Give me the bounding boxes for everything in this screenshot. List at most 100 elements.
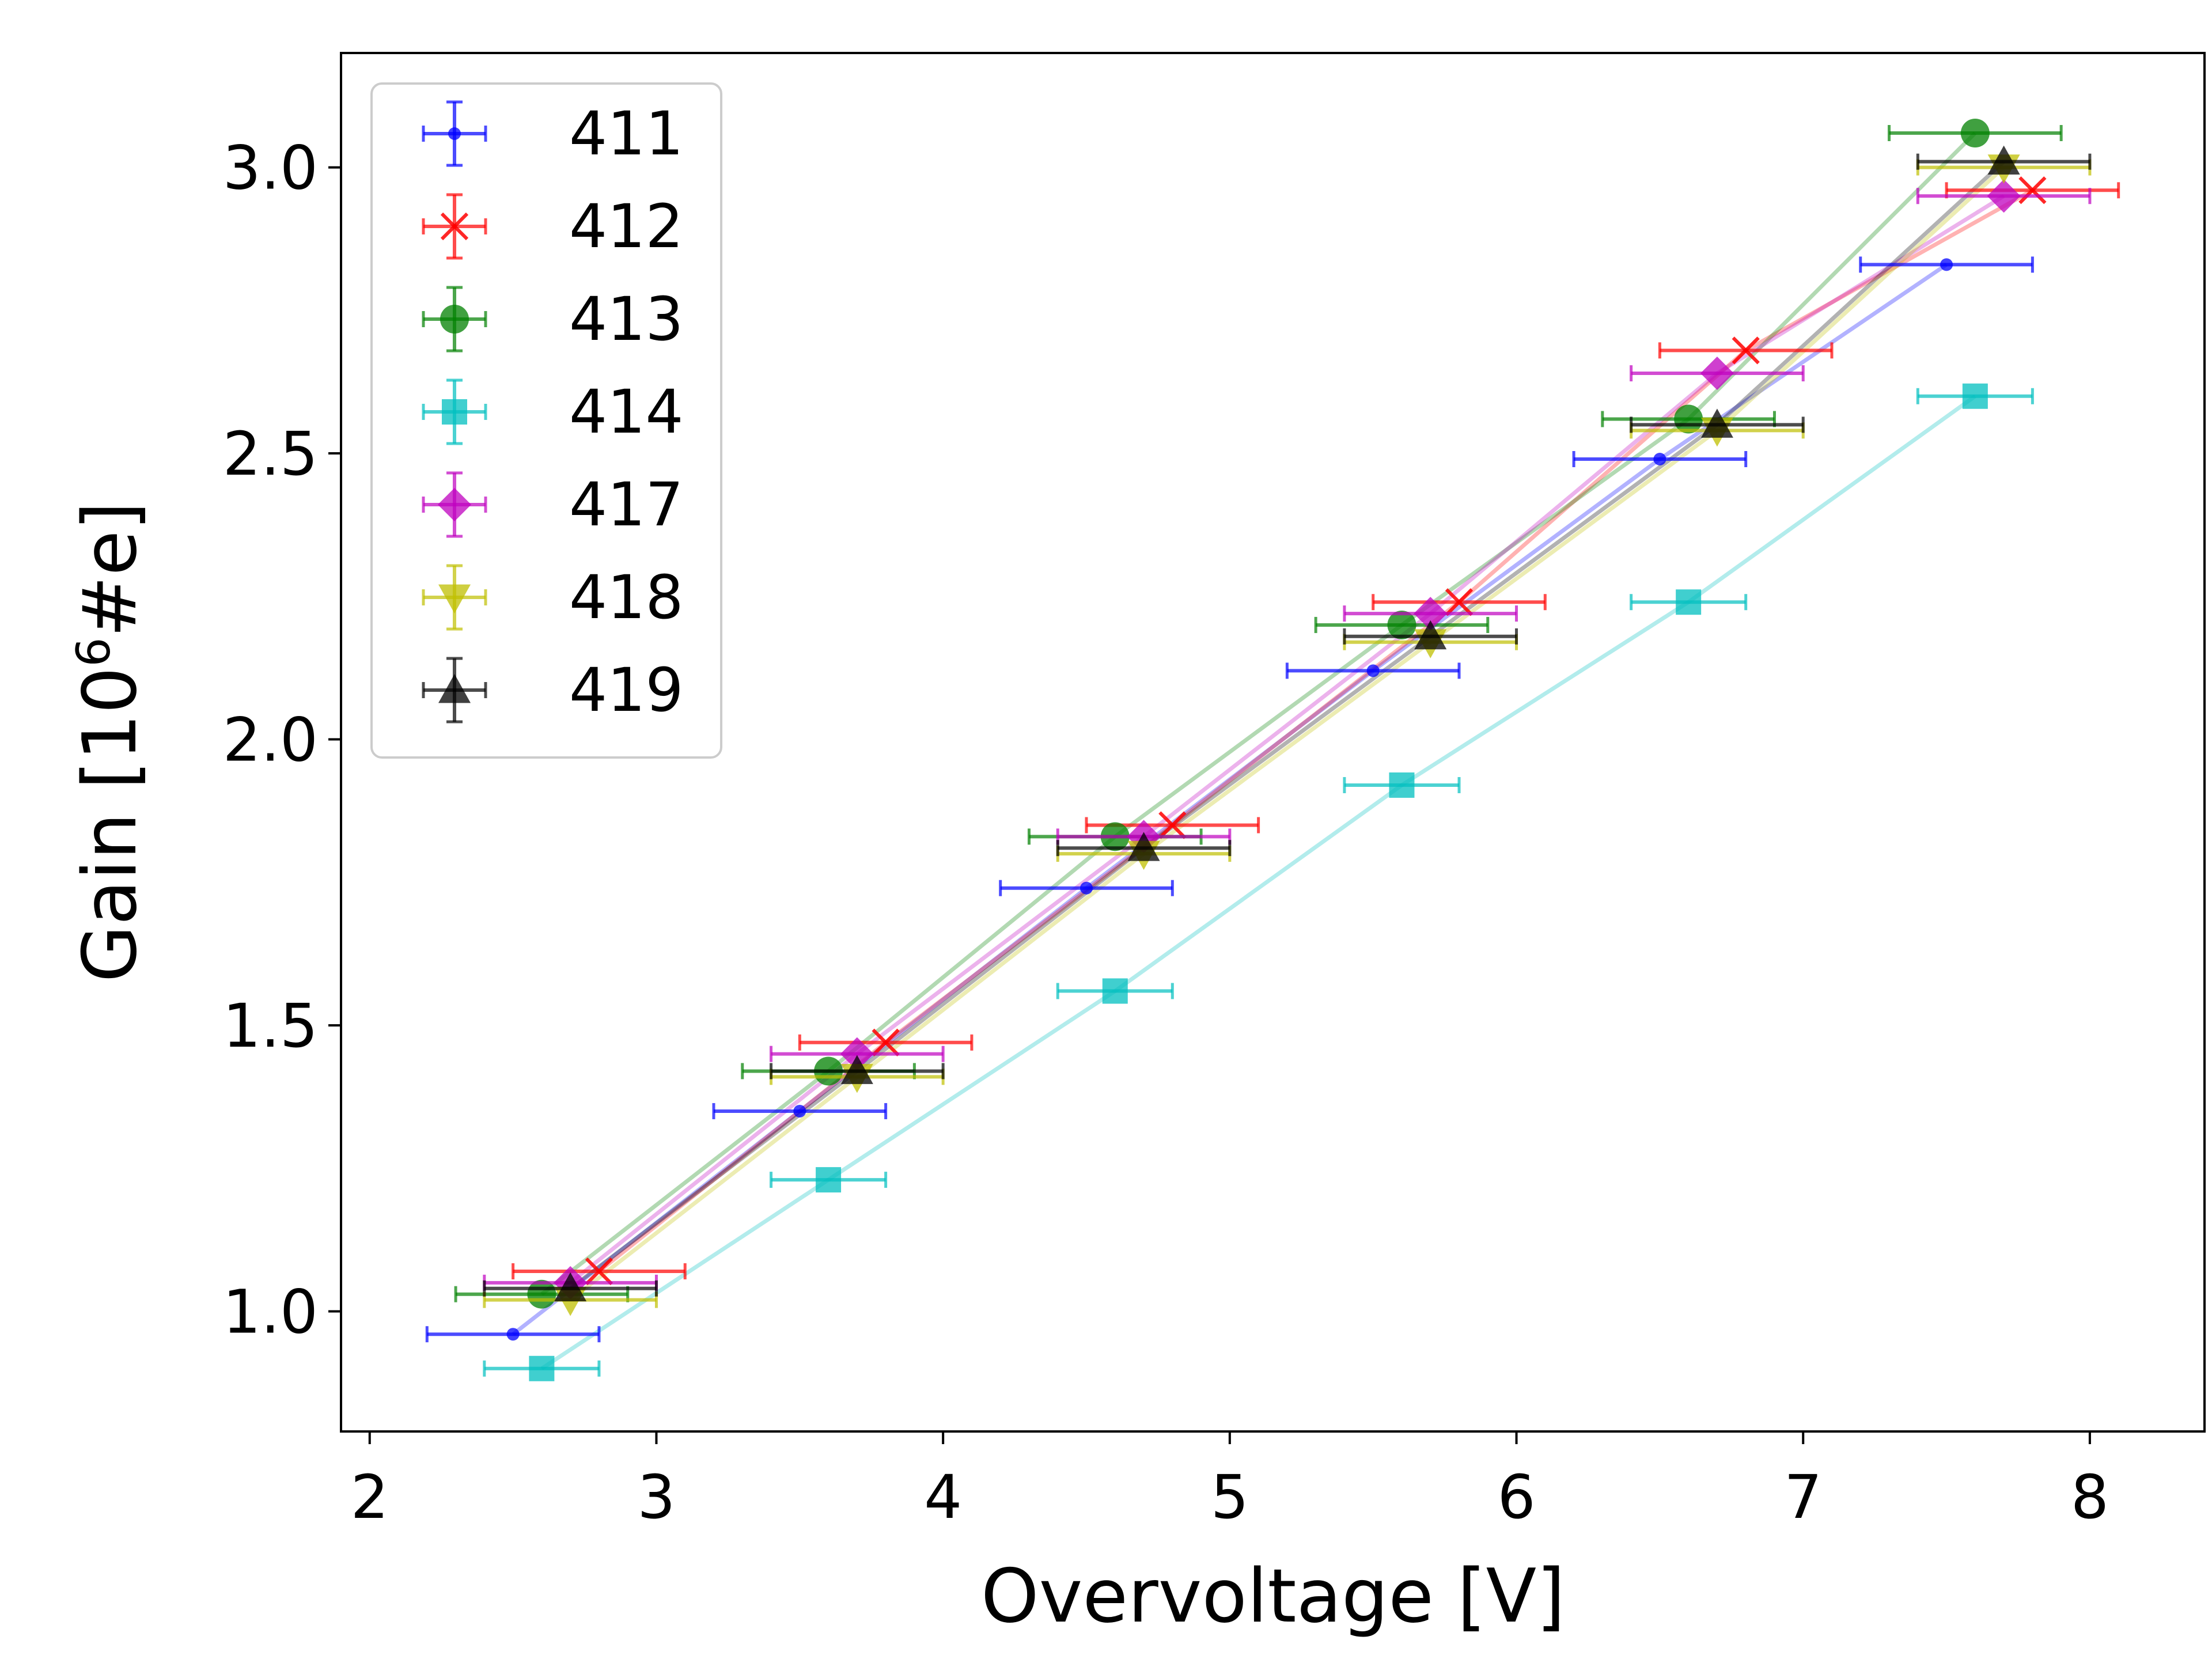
data-point <box>712 1103 888 1119</box>
x-marker-stroke <box>585 1257 613 1286</box>
diamond-marker <box>1414 597 1448 631</box>
x-marker-stroke <box>1732 336 1760 365</box>
point-marker <box>1080 881 1093 895</box>
legend: 411 412 413 414 417 418 419 <box>370 82 722 759</box>
y-tick-label: 2.5 <box>223 419 318 489</box>
triangle-up-marker <box>1700 408 1733 438</box>
point-marker <box>1653 452 1666 465</box>
legend-entry-411: 411 <box>422 99 684 169</box>
series-414-fit-line <box>540 394 1976 1370</box>
triangle-up-marker <box>1127 832 1160 861</box>
x-marker-stroke <box>2018 176 2047 204</box>
square-marker <box>1389 772 1415 798</box>
y-axis-label: Gain [106#e] <box>67 502 153 983</box>
legend-label: 419 <box>569 655 684 725</box>
y-tick-label: 2.0 <box>223 705 318 775</box>
x-marker <box>1445 588 1474 616</box>
x-tick-label: 3 <box>637 1462 675 1532</box>
series-419 <box>483 145 2092 1302</box>
series-414 <box>483 383 2034 1381</box>
data-point <box>1859 256 2034 273</box>
y-axis-label-main: Gain [10 <box>67 667 153 983</box>
x-marker-stroke <box>872 1028 900 1056</box>
legend-label: 417 <box>569 469 684 540</box>
series-417-fit-line <box>569 194 2005 1285</box>
series-413-fit-line <box>540 131 1977 1296</box>
data-point <box>770 1167 888 1193</box>
legend-label: 414 <box>569 377 684 447</box>
x-marker <box>440 212 469 241</box>
x-marker <box>585 1257 613 1286</box>
series-418-fit-line <box>569 166 2005 1302</box>
x-tick-label: 8 <box>2071 1462 2109 1532</box>
point-marker <box>1940 258 1953 271</box>
data-point <box>1916 145 2092 175</box>
data-point <box>512 1257 687 1286</box>
x-tick-label: 7 <box>1784 1462 1822 1532</box>
data-point <box>1372 588 1547 616</box>
y-axis-label-unit: #e] <box>67 502 153 638</box>
data-point <box>999 880 1174 896</box>
legend-label: 413 <box>569 284 684 354</box>
data-point <box>770 1055 945 1084</box>
x-axis-label: Overvoltage [V] <box>981 1554 1565 1639</box>
y-axis-label-exponent: 6 <box>67 638 120 667</box>
square-marker <box>816 1167 842 1193</box>
x-tick-label: 5 <box>1211 1462 1249 1532</box>
diamond-marker <box>438 488 471 521</box>
x-marker <box>2018 176 2047 204</box>
data-point <box>1630 357 1805 391</box>
legend-entry-417: 417 <box>422 469 684 540</box>
data-point <box>1343 597 1518 631</box>
data-layer <box>425 119 2120 1381</box>
data-point <box>1916 179 2092 213</box>
x-axis: 2 3 4 5 6 7 8 <box>351 1431 2109 1532</box>
data-point <box>1343 772 1461 798</box>
data-point <box>1630 408 1805 438</box>
y-tick-label: 3.0 <box>223 133 318 203</box>
legend-entry-418: 418 <box>422 562 684 632</box>
square-marker <box>442 399 467 425</box>
legend-entry-412: 412 <box>422 191 684 262</box>
diamond-marker <box>840 1037 874 1071</box>
data-point <box>425 1326 601 1343</box>
data-point <box>1056 832 1232 861</box>
triangle-up-marker <box>1414 620 1447 650</box>
data-point <box>1056 978 1174 1004</box>
legend-entry-414: 414 <box>422 377 684 447</box>
x-marker <box>1732 336 1760 365</box>
circle-marker <box>1960 119 1990 148</box>
data-point <box>1285 662 1461 679</box>
triangle-up-marker <box>554 1272 587 1302</box>
square-marker <box>1102 978 1128 1004</box>
legend-label: 418 <box>569 562 684 632</box>
square-marker <box>529 1355 555 1381</box>
plot-frame <box>340 52 2206 1433</box>
legend-entry-419: 419 <box>422 655 684 725</box>
point-marker <box>506 1328 520 1341</box>
legend-label: 412 <box>569 191 684 262</box>
x-marker-stroke <box>440 212 469 241</box>
data-point <box>798 1028 974 1056</box>
data-point <box>1314 610 1490 639</box>
triangle-up-marker <box>438 674 471 703</box>
point-marker <box>448 127 461 140</box>
data-point <box>483 1272 658 1302</box>
data-point <box>770 1037 945 1071</box>
y-tick-label: 1.5 <box>223 991 318 1061</box>
y-tick-label: 1.0 <box>223 1277 318 1347</box>
legend-entry-413: 413 <box>422 284 684 354</box>
triangle-up-marker <box>1987 145 2020 175</box>
y-axis: 1.0 1.5 2.0 2.5 3.0 <box>223 133 341 1347</box>
point-marker <box>1366 664 1380 677</box>
data-point <box>1630 589 1748 615</box>
data-point <box>1343 620 1518 650</box>
point-marker <box>793 1104 806 1118</box>
data-point <box>483 1355 601 1381</box>
x-marker-stroke <box>1158 811 1187 839</box>
x-tick-label: 4 <box>924 1462 962 1532</box>
square-marker <box>1962 383 1988 409</box>
x-marker <box>872 1028 900 1056</box>
x-marker-stroke <box>1445 588 1474 616</box>
